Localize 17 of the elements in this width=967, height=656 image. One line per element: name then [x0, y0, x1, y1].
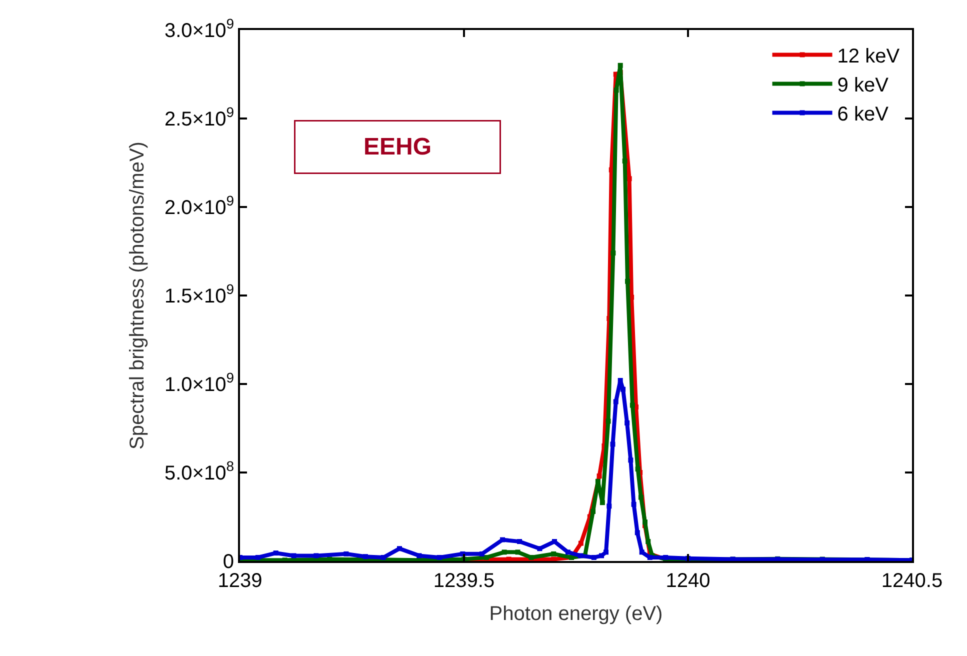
legend-label: 12 keV: [837, 46, 900, 68]
legend-label: 9 keV: [837, 74, 890, 97]
y-tick-label: 1.5×10$^{9}$: [164, 281, 234, 308]
legend-label: 6 keV: [837, 104, 890, 126]
y-tick-label: 5.0×10$^{8}$: [164, 458, 234, 484]
x-tick-label: 1240.5: [881, 570, 943, 592]
y-tick-label: 1.0×10$^{9}$: [164, 370, 234, 396]
x-tick-label: 1240: [666, 570, 710, 592]
y-tick-label: 0: [222, 551, 234, 573]
y-tick-label: 2.5×10$^{9}$: [164, 104, 234, 130]
y-tick-label: 2.0×10$^{9}$: [164, 192, 234, 219]
x-tick-label: 1239.5: [433, 570, 495, 592]
x-tick-label: 1239: [218, 570, 262, 592]
y-axis-title: Spectral brightness (photons/meV): [126, 142, 148, 450]
y-tick-label: 3.0×10$^{9}$: [164, 16, 234, 42]
annotation: EEHG: [363, 134, 432, 160]
x-axis-title: Photon energy (eV): [489, 603, 663, 625]
